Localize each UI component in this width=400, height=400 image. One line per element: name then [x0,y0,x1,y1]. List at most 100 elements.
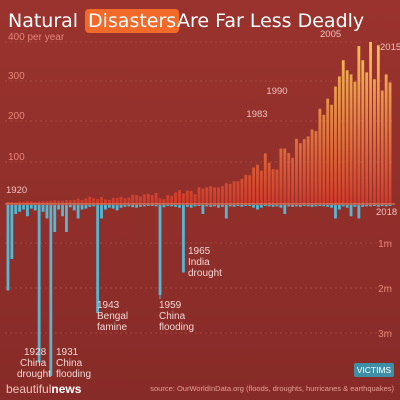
victim-bar-1998 [310,205,314,207]
victim-bar-1987 [267,205,271,207]
victim-bar-1921 [10,205,14,259]
brand-logo: beautifulnews [6,382,82,396]
bar-1981 [244,174,248,204]
bar-1982 [248,175,252,205]
victim-bar-1931 [49,205,53,376]
victim-bar-1943 [96,205,100,313]
bar-1967 [189,191,193,204]
brand-part2: news [51,382,81,396]
annotation-1931: 1931 China flooding [56,347,91,380]
bar-1947 [111,197,115,205]
victim-bar-1974 [217,205,220,208]
year-label-2005: 2005 [320,29,341,40]
axis-label-400: 400 per year [8,32,65,43]
victim-bar-2003 [330,205,333,208]
leader-lines [159,295,161,299]
victim-bar-1988 [271,205,275,207]
bar-1959 [158,198,162,204]
bar-1979 [236,181,240,204]
victim-bar-2011 [361,205,365,207]
bar-1991 [283,148,287,204]
victim-bar-1983 [252,205,255,208]
victim-bar-1994 [295,205,298,207]
victim-bar-1997 [306,205,310,207]
bar-1989 [275,169,279,204]
bar-1968 [193,194,197,204]
victim-bar-2008 [349,205,353,217]
bar-1920 [6,201,10,204]
victim-bar-1992 [287,205,291,207]
victim-bar-2006 [341,205,345,207]
victim-bar-1990 [279,205,283,208]
bar-2017 [384,74,388,205]
bar-1955 [143,194,146,204]
victim-bar-2001 [322,205,326,207]
bar-1985 [259,170,263,204]
annotation-1965: 1965 India drought [188,246,222,279]
victim-bar-2012 [365,205,369,207]
victim-bar-1957 [150,205,154,206]
bar-1948 [115,197,119,205]
annotation-1928: 1928 China drought [17,347,51,380]
victim-bar-1948 [115,205,119,211]
bar-2007 [345,70,349,204]
bar-1971 [205,187,209,205]
bar-1993 [291,157,294,204]
bar-1941 [88,196,92,204]
victim-bar-1952 [131,205,135,208]
annotation-line2: famine [97,322,127,333]
bar-1956 [146,193,150,205]
bar-1987 [267,162,271,204]
bar-1932 [53,200,57,204]
annotation-year: 1943 [97,300,120,311]
bar-1937 [72,199,76,204]
victim-bar-1970 [201,205,205,214]
bar-1961 [166,195,170,204]
victim-bar-2007 [345,205,349,208]
gridlines [5,41,395,334]
victim-bar-1977 [228,205,232,207]
annotation-line2: drought [17,369,51,380]
year-label-1990: 1990 [266,86,287,97]
victim-bar-1926 [29,205,33,209]
victim-bar-1936 [68,205,72,208]
bar-1924 [22,201,25,204]
victim-bar-1953 [135,205,139,208]
victim-bar-1944 [100,205,103,219]
victim-bar-1985 [259,205,263,208]
victim-bar-1971 [205,205,209,207]
bar-1945 [104,199,107,204]
annotation-line1: India [188,257,210,268]
victim-bar-1925 [26,205,29,217]
victim-bar-1932 [53,205,57,232]
bar-1969 [197,187,201,205]
bar-1954 [139,196,142,205]
annotation-line1: Bengal [97,311,128,322]
title-highlight-box [85,9,180,33]
bar-1928 [37,201,41,204]
bar-2016 [380,90,384,204]
bar-2001 [322,114,326,204]
bar-2013 [369,42,372,204]
bar-1942 [92,198,96,204]
victim-bar-2002 [326,205,330,207]
victim-bar-1942 [92,205,96,207]
victim-bar-1945 [104,205,107,210]
bar-1972 [209,186,213,204]
bar-2005 [337,76,341,204]
victim-bar-1966 [185,205,189,207]
bar-2002 [326,98,330,204]
victim-bar-1930 [45,205,49,219]
year-label-1920: 1920 [6,185,27,196]
bar-1978 [232,181,236,204]
victim-bar-1995 [298,205,302,207]
bar-1992 [287,152,291,204]
victim-bar-1951 [127,205,131,207]
bar-1973 [213,187,216,205]
bar-2011 [361,60,365,204]
bar-1957 [150,195,154,204]
bar-1963 [174,192,178,204]
victim-bar-1972 [209,205,213,207]
victim-bar-1941 [88,205,92,207]
